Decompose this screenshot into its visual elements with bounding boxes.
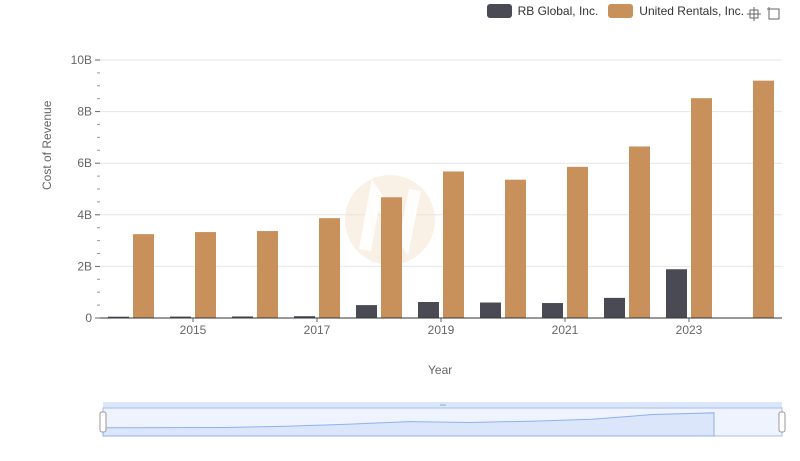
bar-rb-global-2022 (604, 297, 625, 318)
data-zoom-slider[interactable] (99, 402, 786, 437)
bar-rb-global-2021 (542, 303, 563, 318)
bar-united-rentals-2018 (381, 197, 402, 318)
bar-rb-global-2020 (480, 302, 501, 318)
legend-swatch-united-rentals (608, 4, 634, 18)
bar-united-rentals-2023 (691, 98, 712, 319)
restore-icon[interactable] (766, 6, 782, 22)
zoom-icon[interactable] (746, 6, 762, 22)
bar-rb-global-2023 (666, 269, 687, 318)
x-tick-label: 2017 (304, 323, 331, 337)
bar-united-rentals-2015 (195, 232, 216, 318)
bar-united-rentals-2021 (567, 166, 588, 318)
x-tick-label: 2015 (180, 323, 207, 337)
y-tick-label: 4B (77, 208, 92, 222)
bar-rb-global-2015 (170, 316, 191, 318)
y-tick-label: 8B (77, 105, 92, 119)
y-tick-label: 6B (77, 156, 92, 170)
bar-rb-global-2017 (294, 316, 315, 318)
slider-handle-left (99, 411, 107, 433)
y-tick-label: 10B (71, 53, 92, 67)
legend-item-united-rentals[interactable]: United Rentals, Inc. (608, 4, 744, 18)
bar-rb-global-2016 (232, 316, 253, 318)
x-tick-label: 2023 (676, 323, 703, 337)
slider-handle-right (778, 411, 786, 433)
bar-united-rentals-2020 (505, 179, 526, 318)
y-tick-label: 0 (85, 311, 92, 325)
toolbox (746, 6, 782, 22)
legend-item-rb-global[interactable]: RB Global, Inc. (486, 4, 599, 18)
x-tick-label: 2021 (552, 323, 579, 337)
legend-label-rb-global: RB Global, Inc. (517, 4, 599, 18)
legend-swatch-rb-global (486, 4, 512, 18)
tick-labels: 0 2B 4B 6B 8B 10B 2015 2017 2019 2021 2023 (71, 53, 703, 337)
x-tick-label: 2019 (428, 323, 455, 337)
bar-united-rentals-2016 (257, 231, 278, 318)
bar-united-rentals-2022 (629, 146, 650, 318)
bar-united-rentals-2014 (133, 234, 154, 318)
y-tick-label: 2B (77, 259, 92, 273)
x-axis-label: Year (428, 363, 453, 377)
bar-rb-global-2019 (418, 302, 439, 318)
bar-united-rentals-2019 (443, 171, 464, 318)
bar-rb-global-2014 (108, 316, 129, 318)
axes (95, 59, 782, 322)
slider-preview-area (102, 412, 715, 437)
legend: RB Global, Inc. United Rentals, Inc. (486, 4, 744, 18)
bars (108, 80, 774, 319)
bar-united-rentals-2024 (753, 80, 774, 318)
y-axis-label: Cost of Revenue (40, 100, 54, 190)
bar-rb-global-2018 (356, 305, 377, 318)
bar-united-rentals-2017 (319, 218, 340, 318)
legend-label-united-rentals: United Rentals, Inc. (639, 4, 744, 18)
